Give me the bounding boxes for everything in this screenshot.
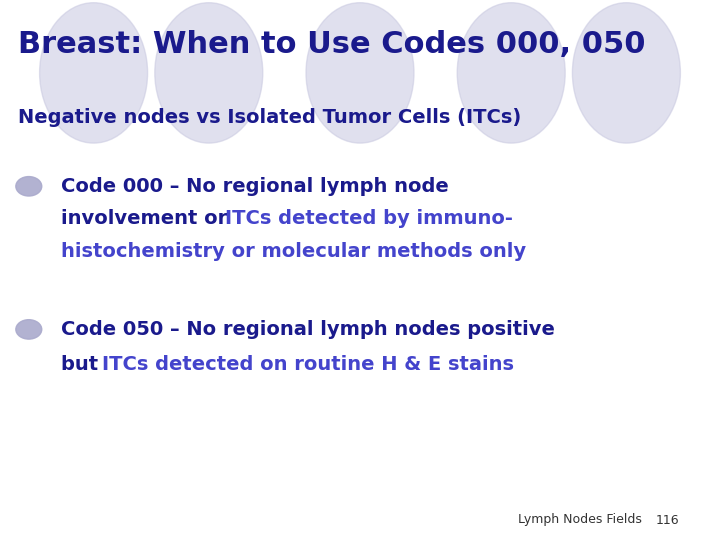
Circle shape — [16, 177, 42, 196]
Ellipse shape — [155, 3, 263, 143]
Text: ITCs detected by immuno-: ITCs detected by immuno- — [225, 209, 513, 228]
Text: Lymph Nodes Fields: Lymph Nodes Fields — [518, 514, 642, 526]
Text: 116: 116 — [655, 514, 679, 526]
Text: Code 050 – No regional lymph nodes positive: Code 050 – No regional lymph nodes posit… — [61, 320, 555, 339]
Text: but: but — [61, 355, 105, 374]
Ellipse shape — [40, 3, 148, 143]
Ellipse shape — [572, 3, 680, 143]
Text: histochemistry or molecular methods only: histochemistry or molecular methods only — [61, 241, 526, 261]
Text: involvement or: involvement or — [61, 209, 234, 228]
Ellipse shape — [457, 3, 565, 143]
Text: Breast: When to Use Codes 000, 050: Breast: When to Use Codes 000, 050 — [18, 30, 646, 59]
Ellipse shape — [306, 3, 414, 143]
Text: Negative nodes vs Isolated Tumor Cells (ITCs): Negative nodes vs Isolated Tumor Cells (… — [18, 108, 521, 127]
Text: Code 000 – No regional lymph node: Code 000 – No regional lymph node — [61, 177, 449, 196]
Text: ITCs detected on routine H & E stains: ITCs detected on routine H & E stains — [102, 355, 514, 374]
Circle shape — [16, 320, 42, 339]
